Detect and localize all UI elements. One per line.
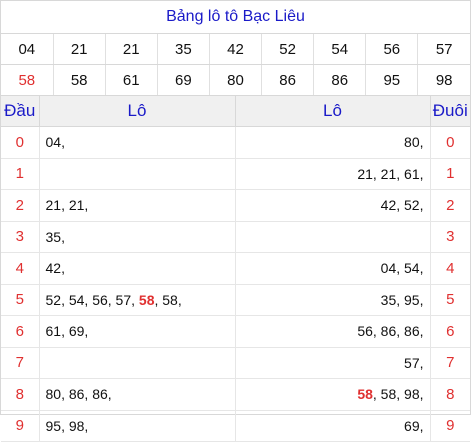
dau-digit: 1 xyxy=(1,158,40,190)
number-cell: 21 xyxy=(105,34,158,65)
duoi-digit: 4 xyxy=(430,252,470,285)
number-cell: 04 xyxy=(1,34,54,65)
dau-digit: 6 xyxy=(1,315,40,348)
lo-right-values: 80, xyxy=(235,126,431,159)
lo-right-values: 04, 54, xyxy=(235,252,431,285)
lo-right-values: 35, 95, xyxy=(235,284,431,316)
special-prize-value: 58 xyxy=(138,291,155,308)
number-cell: 21 xyxy=(53,34,106,65)
dau-digit: 2 xyxy=(1,189,40,222)
table-row: 0 04, 80, 0 xyxy=(1,126,470,159)
table-row: 1 21, 21, 61, 1 xyxy=(1,158,470,190)
dau-digit: 7 xyxy=(1,347,40,379)
lo-value-text: 52, 54, 56, 57, xyxy=(45,291,139,308)
lo-right-values: 21, 21, 61, xyxy=(235,158,431,190)
table-row: 8 80, 86, 86, 58, 58, 98, 8 xyxy=(1,378,470,411)
duoi-digit: 3 xyxy=(430,221,470,253)
lo-left-values: 80, 86, 86, xyxy=(39,378,236,411)
number-cell: 61 xyxy=(105,64,158,96)
lo-left-values: 35, xyxy=(39,221,236,253)
duoi-digit: 7 xyxy=(430,347,470,379)
loto-table: Đầu Lô Lô Đuôi 0 04, 80, 0 1 21, 21, 61,… xyxy=(1,96,470,442)
header-duoi: Đuôi xyxy=(430,96,470,127)
lo-left-values: 52, 54, 56, 57, 58, 58, xyxy=(39,284,236,316)
lo-right-values: 56, 86, 86, xyxy=(235,315,431,348)
number-cell: 95 xyxy=(365,64,419,96)
number-cell: 56 xyxy=(365,34,419,65)
duoi-digit: 8 xyxy=(430,378,470,411)
header-dau: Đầu xyxy=(1,96,40,127)
duoi-digit: 6 xyxy=(430,315,470,348)
lo-right-values: 57, xyxy=(235,347,431,379)
lo-value-text: , 58, xyxy=(154,291,182,308)
number-row-2: 58 58 61 69 80 86 86 95 98 xyxy=(1,64,470,96)
duoi-digit: 1 xyxy=(430,158,470,190)
duoi-digit: 2 xyxy=(430,189,470,222)
number-grid: 04 21 21 35 42 52 54 56 57 58 58 61 69 8… xyxy=(1,34,470,96)
number-cell: 35 xyxy=(157,34,210,65)
duoi-digit: 5 xyxy=(430,284,470,316)
table-row: 5 52, 54, 56, 57, 58, 58, 35, 95, 5 xyxy=(1,284,470,316)
number-cell: 57 xyxy=(417,34,470,65)
dau-digit: 4 xyxy=(1,252,40,285)
lo-value-text: , 58, 98, xyxy=(372,386,424,403)
dau-digit: 8 xyxy=(1,378,40,411)
lo-left-values: 61, 69, xyxy=(39,315,236,348)
number-cell: 80 xyxy=(209,64,263,96)
table-row: 7 57, 7 xyxy=(1,347,470,379)
number-cell: 98 xyxy=(417,64,470,96)
table-row: 6 61, 69, 56, 86, 86, 6 xyxy=(1,315,470,348)
dau-digit: 5 xyxy=(1,284,40,316)
number-cell: 42 xyxy=(209,34,263,65)
lo-left-values: 42, xyxy=(39,252,236,285)
number-cell-special: 58 xyxy=(1,64,54,96)
number-cell: 54 xyxy=(313,34,367,65)
special-prize-value: 58 xyxy=(357,386,373,403)
table-title: Bảng lô tô Bạc Liêu xyxy=(1,1,470,34)
lo-right-values xyxy=(235,221,431,253)
lo-left-values xyxy=(39,347,236,379)
lo-left-values: 04, xyxy=(39,126,236,159)
number-cell: 69 xyxy=(157,64,210,96)
number-cell: 52 xyxy=(261,34,315,65)
lo-right-values: 42, 52, xyxy=(235,189,431,222)
table-row: 4 42, 04, 54, 4 xyxy=(1,252,470,285)
table-row: 3 35, 3 xyxy=(1,221,470,253)
lo-left-values: 21, 21, xyxy=(39,189,236,222)
table-row: 2 21, 21, 42, 52, 2 xyxy=(1,189,470,222)
dau-digit: 0 xyxy=(1,126,40,159)
header-lo-left: Lô xyxy=(39,96,236,127)
number-cell: 86 xyxy=(261,64,315,96)
duoi-digit: 0 xyxy=(430,126,470,159)
number-cell: 86 xyxy=(313,64,367,96)
loto-header-row: Đầu Lô Lô Đuôi xyxy=(1,96,470,127)
lo-right-values: 58, 58, 98, xyxy=(235,378,431,411)
number-cell: 58 xyxy=(53,64,106,96)
number-row-1: 04 21 21 35 42 52 54 56 57 xyxy=(1,34,470,65)
dau-digit: 3 xyxy=(1,221,40,253)
header-lo-right: Lô xyxy=(235,96,431,127)
lo-left-values xyxy=(39,158,236,190)
